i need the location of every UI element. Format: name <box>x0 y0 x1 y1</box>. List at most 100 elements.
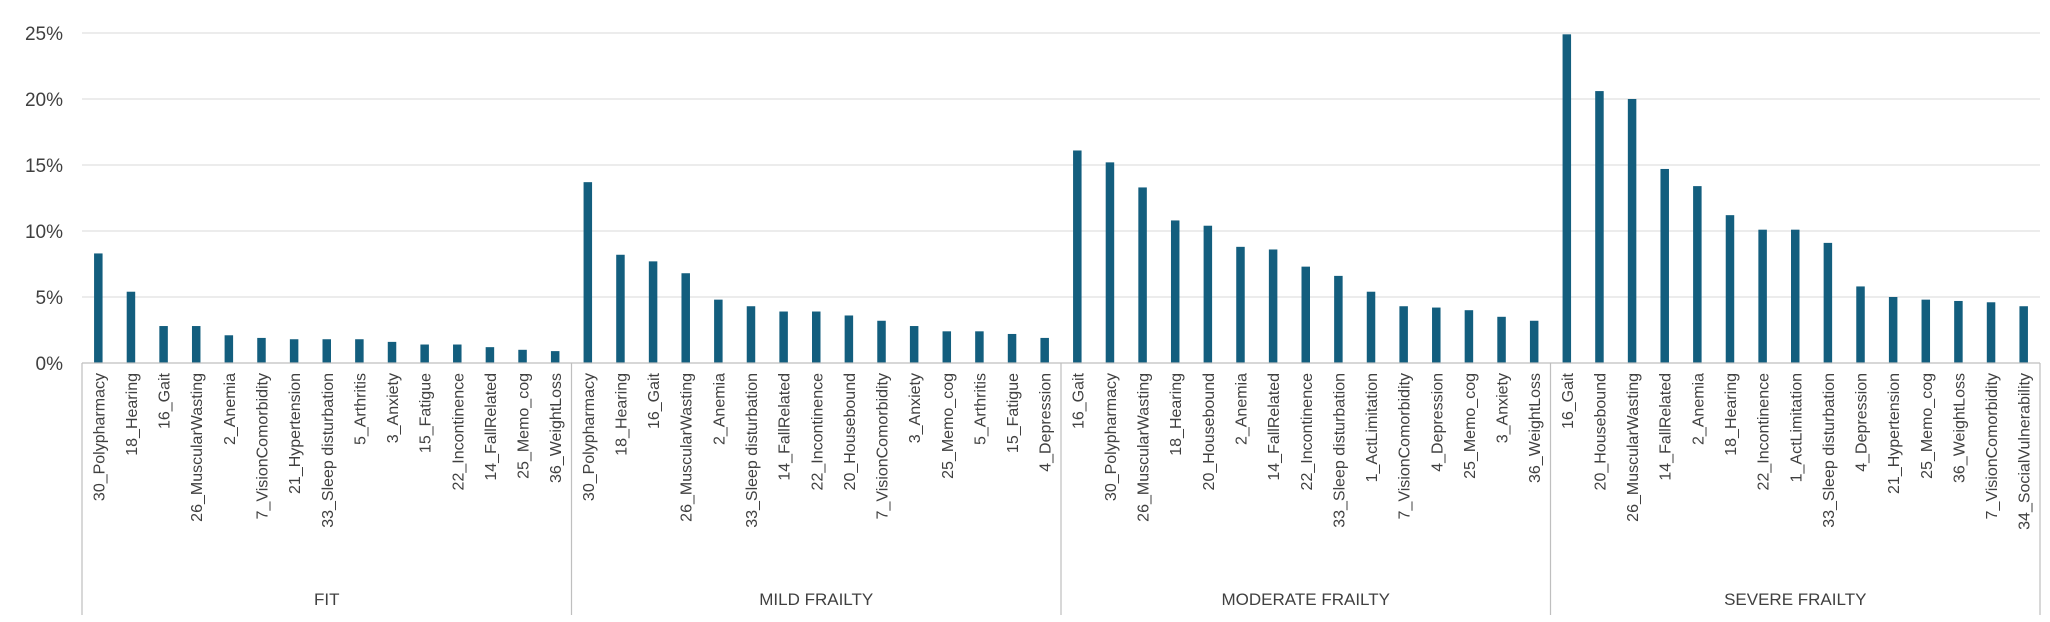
gridlines <box>82 32 2040 298</box>
bar <box>746 306 756 363</box>
bar <box>1954 300 1963 363</box>
x-tick-label: 18_Hearing <box>613 373 630 456</box>
x-tick-label: 20_Housebound <box>1201 373 1218 490</box>
bar <box>681 273 690 363</box>
x-tick-label: 20_Housebound <box>1592 373 1609 490</box>
x-tick-label: 7_VisionComorbidity <box>1397 373 1414 519</box>
y-tick-label: 0% <box>36 354 64 375</box>
x-tick-label: 22_Incontinence <box>1756 373 1773 491</box>
x-tick-label: 3_Anxiety <box>385 373 402 443</box>
x-tick-label: 7_VisionComorbidity <box>1984 373 2001 519</box>
bar <box>1236 246 1245 363</box>
x-tick-label: 14_FallRelated <box>1658 373 1675 481</box>
group-label: MODERATE FRAILTY <box>1222 590 1390 609</box>
bar <box>1399 306 1408 363</box>
x-tick-label: 3_Anxiety <box>1495 373 1512 443</box>
bar <box>1595 91 1604 363</box>
x-tick-label: 7_VisionComorbidity <box>875 373 892 519</box>
bar <box>1268 249 1278 363</box>
x-tick-label: 2_Anemia <box>711 373 728 445</box>
bar <box>877 320 886 363</box>
x-tick-label: 15_Fatigue <box>418 373 435 453</box>
x-tick-label: 5_Arthritis <box>972 373 989 445</box>
x-tick-label: 2_Anemia <box>1233 373 1250 445</box>
bar <box>387 341 397 363</box>
bar <box>812 311 821 363</box>
bar <box>1791 229 1800 363</box>
x-tick-label: 21_Hypertension <box>287 373 304 494</box>
x-tick-label: 25_Memo_cog <box>1919 373 1936 479</box>
x-tick-label: 30_Polypharmacy <box>1103 373 1120 501</box>
x-tick-label: 18_Hearing <box>1723 373 1740 456</box>
x-tick-label: 16_Gait <box>1070 372 1087 429</box>
group-label: SEVERE FRAILTY <box>1724 590 1866 609</box>
bar <box>714 299 723 363</box>
x-tick-label: 1_ActLimitation <box>1788 373 1805 482</box>
bar <box>94 253 103 363</box>
bar <box>1921 299 1931 363</box>
x-tick-label: 25_Memo_cog <box>516 373 533 479</box>
bar <box>1040 337 1049 363</box>
bar <box>1693 186 1702 363</box>
x-tick-label: 18_Hearing <box>1168 373 1185 456</box>
bar <box>1203 225 1213 363</box>
bar <box>289 339 299 363</box>
bar <box>159 326 168 363</box>
x-tick-label: 33_Sleep disturbation <box>744 373 761 528</box>
x-tick-label: 33_Sleep disturbation <box>1821 373 1838 528</box>
x-tick-label: 25_Memo_cog <box>1462 373 1479 479</box>
group-label: MILD FRAILTY <box>759 590 873 609</box>
bar <box>1758 229 1767 363</box>
bar <box>1497 316 1506 363</box>
x-tick-label: 33_Sleep disturbation <box>320 373 337 528</box>
y-axis-ticks: 0% 5% 10% 15% 20% 25% <box>25 24 63 375</box>
y-tick-label: 15% <box>25 156 63 177</box>
bar <box>1888 297 1898 363</box>
y-tick-label: 25% <box>25 24 63 45</box>
x-tick-label: 20_Housebound <box>842 373 859 490</box>
x-tick-label: 4_Depression <box>1429 373 1446 472</box>
bars <box>94 34 2028 363</box>
x-tick-label: 36_WeightLoss <box>1951 373 1968 483</box>
bar <box>2019 306 2028 363</box>
bar <box>355 339 364 363</box>
x-tick-label: 16_Gait <box>646 372 663 429</box>
bar <box>1334 275 1343 363</box>
x-axis-labels: 30_Polypharmacy 18_Hearing 16_Gait 26_Muscu… <box>91 372 2033 529</box>
bar <box>1529 320 1539 363</box>
y-tick-label: 5% <box>36 288 64 309</box>
bar <box>1986 302 1996 363</box>
group-labels: FIT MILD FRAILTY MODERATE FRAILTY SEVERE FR… <box>314 590 1866 609</box>
x-tick-label: 14_FallRelated <box>483 373 500 481</box>
bar <box>1301 266 1310 363</box>
x-tick-label: 16_Gait <box>157 372 174 429</box>
x-tick-label: 25_Memo_cog <box>940 373 957 479</box>
x-tick-label: 26_MuscularWasting <box>189 373 206 522</box>
x-tick-label: 34_SocialVulnerability <box>2017 373 2034 530</box>
bar <box>224 335 234 363</box>
category-axis <box>81 362 2041 615</box>
bar <box>583 182 593 363</box>
x-tick-label: 26_MuscularWasting <box>1136 373 1153 522</box>
x-tick-label: 22_Incontinence <box>450 373 467 491</box>
bar <box>1366 291 1376 363</box>
x-tick-label: 3_Anxiety <box>907 373 924 443</box>
bar <box>1007 333 1017 363</box>
bar <box>1105 162 1115 363</box>
bar <box>909 326 919 363</box>
y-tick-label: 20% <box>25 90 63 111</box>
x-tick-label: 36_WeightLoss <box>1527 373 1544 483</box>
bar <box>1464 310 1474 363</box>
bar <box>191 326 201 363</box>
x-tick-label: 5_Arthritis <box>352 373 369 445</box>
bar <box>1627 99 1637 363</box>
bar <box>1823 242 1833 363</box>
x-tick-label: 26_MuscularWasting <box>679 373 696 522</box>
bar <box>1073 150 1082 363</box>
x-tick-label: 33_Sleep disturbation <box>1331 373 1348 528</box>
x-tick-label: 4_Depression <box>1038 373 1055 472</box>
bar <box>453 344 462 363</box>
bar <box>648 261 658 363</box>
x-tick-label: 7_VisionComorbidity <box>254 373 271 519</box>
